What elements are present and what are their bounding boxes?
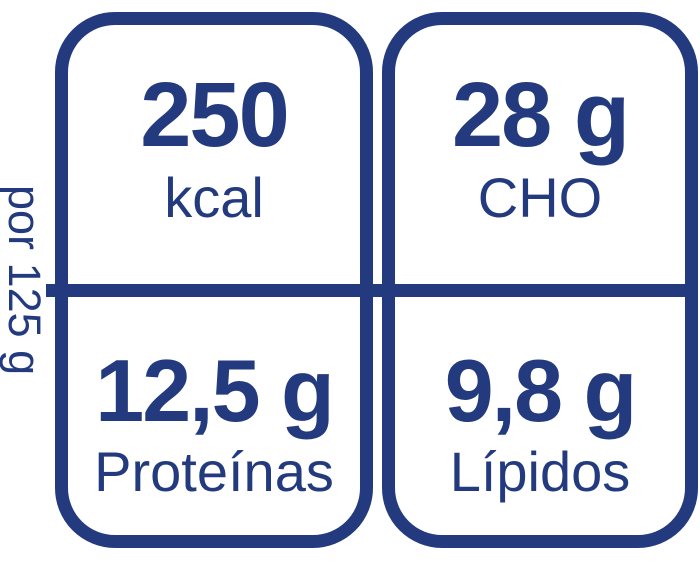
portion-label: por 125 g xyxy=(0,184,50,376)
proteins-value: 12,5 g xyxy=(95,340,334,440)
cell-carbohydrates: 28 g CHO xyxy=(382,14,698,282)
carbohydrates-value: 28 g xyxy=(451,63,630,166)
horizontal-divider xyxy=(46,284,698,297)
cell-energy: 250 kcal xyxy=(55,14,373,282)
proteins-label: Proteínas xyxy=(94,439,334,503)
cell-lipids: 9,8 g Lípidos xyxy=(382,297,698,537)
right-box-outline xyxy=(382,12,698,548)
lipids-label: Lípidos xyxy=(449,439,631,503)
left-box-outline xyxy=(55,12,373,548)
energy-label: kcal xyxy=(164,165,264,229)
lipids-value: 9,8 g xyxy=(444,340,638,440)
carbohydrates-label: CHO xyxy=(477,165,603,229)
cell-proteins: 12,5 g Proteínas xyxy=(55,297,373,537)
energy-value: 250 xyxy=(140,63,289,166)
